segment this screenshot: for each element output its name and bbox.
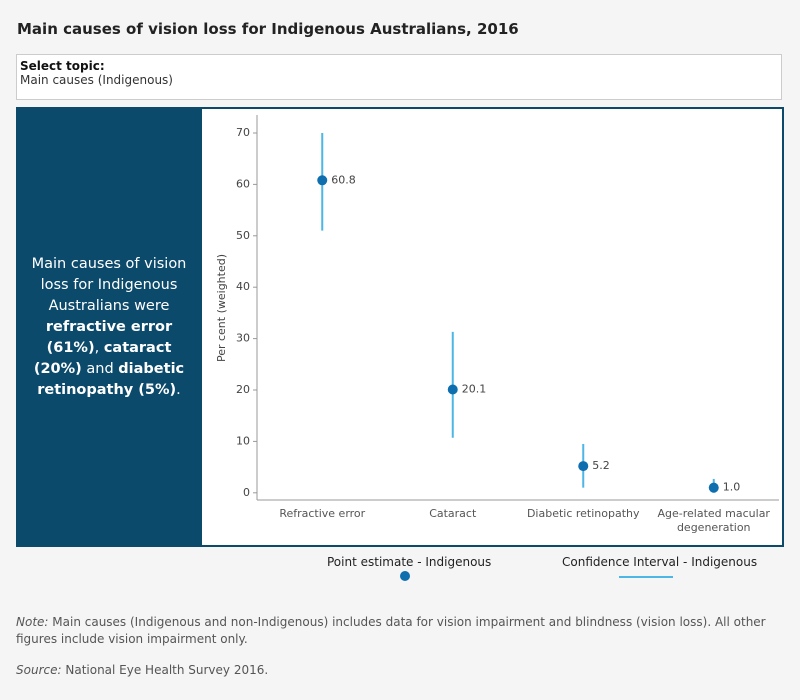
point-estimate xyxy=(317,175,328,186)
value-label: 60.8 xyxy=(331,173,356,186)
point-estimate xyxy=(578,461,589,472)
y-tick-label: 30 xyxy=(236,332,250,345)
summary-panel: Main causes of vision loss for Indigenou… xyxy=(16,107,202,547)
summary-text: . xyxy=(176,381,181,398)
y-tick-label: 60 xyxy=(236,177,250,190)
x-tick-label: Cataract xyxy=(429,507,477,520)
y-tick-label: 50 xyxy=(236,229,250,242)
summary-text: , xyxy=(94,339,104,356)
y-tick-label: 10 xyxy=(236,434,250,447)
note-label: Note: xyxy=(16,615,49,629)
y-tick-label: 0 xyxy=(243,486,250,499)
summary-text: Main causes of vision loss for Indigenou… xyxy=(31,255,187,314)
filter-label: Select topic: xyxy=(20,59,105,73)
point-estimate xyxy=(447,384,458,395)
y-tick-label: 40 xyxy=(236,280,250,293)
y-axis-label: Per cent (weighted) xyxy=(215,254,228,362)
filter-value[interactable]: Main causes (Indigenous) xyxy=(20,73,173,87)
x-tick-label: Age-related macular degeneration xyxy=(657,507,770,534)
summary-highlight: refractive error (61%) xyxy=(45,318,173,356)
y-tick-label: 70 xyxy=(236,126,250,139)
topic-filter[interactable]: Select topic: Main causes (Indigenous) xyxy=(16,54,782,100)
y-tick-label: 20 xyxy=(236,383,250,396)
value-label: 20.1 xyxy=(462,382,487,395)
source-text: National Eye Health Survey 2016. xyxy=(65,663,269,677)
legend-marker xyxy=(400,571,410,581)
summary-text: and xyxy=(81,360,119,377)
summary-highlight: diabetic retinopathy (5%) xyxy=(37,360,185,398)
page-title: Main causes of vision loss for Indigenou… xyxy=(17,20,519,38)
note-text: Main causes (Indigenous and non-Indigeno… xyxy=(16,615,766,646)
summary-highlight: cataract (20%) xyxy=(33,339,172,377)
point-estimate xyxy=(708,482,719,493)
legend-label: Point estimate - Indigenous xyxy=(327,555,492,569)
x-tick-label: Diabetic retinopathy xyxy=(526,507,640,520)
legend-label: Confidence Interval - Indigenous xyxy=(562,555,758,569)
value-label: 1.0 xyxy=(723,481,741,494)
source-label: Source: xyxy=(16,663,62,677)
plot-area xyxy=(202,109,782,545)
x-tick-label: Refractive error xyxy=(279,507,366,520)
notes: Note: Main causes (Indigenous and non-In… xyxy=(16,614,786,679)
value-label: 5.2 xyxy=(592,459,610,472)
